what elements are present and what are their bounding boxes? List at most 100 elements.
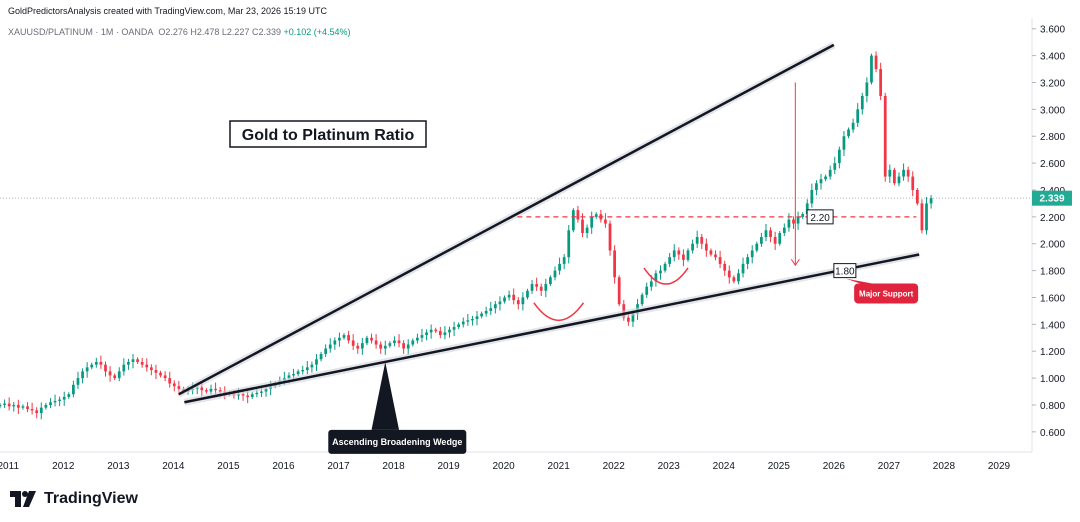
candle-body [44,404,48,408]
candle-body [319,353,323,360]
price-tick-label: 2.200 [1040,213,1065,224]
candle-body [883,95,887,177]
candle-body [902,169,905,177]
candle-body [429,329,433,333]
candle-body [374,340,378,345]
candle-body [310,364,314,368]
candle-body [49,402,52,405]
chart-title: Gold to Platinum Ratio [242,127,415,144]
candle-body [117,371,121,379]
candle-body [571,210,575,231]
candle-body [544,284,548,291]
candle-body [704,243,708,251]
wedge-callout-pointer [371,361,400,430]
candle-body [668,257,672,264]
candle-body [438,331,442,336]
time-tick-label: 2016 [272,461,295,472]
candle-body [16,404,20,408]
candle-body [493,304,497,309]
time-tick-label: 2025 [768,461,791,472]
candle-body [805,203,809,215]
price-tick-label: 0.600 [1040,428,1065,439]
candle-body [379,344,383,349]
candle-body [879,69,883,96]
candle-body [420,335,424,338]
candle-body [787,219,791,228]
candle-body [255,392,259,395]
price-axis[interactable]: 3.6003.4003.2003.0002.8002.6002.4002.200… [1032,25,1065,439]
last-price-tag: 2.339 [1032,190,1072,206]
candle-body [732,277,736,282]
candle-body [521,297,525,305]
candle-body [691,243,694,251]
wedge-callout-label: Ascending Broadening Wedge [332,437,462,447]
candle-body [452,327,456,330]
candle-body [58,399,62,401]
candle-body [549,277,552,285]
candle-body [30,409,34,411]
candle-body [626,317,630,322]
tradingview-logo[interactable]: TradingView [10,490,138,508]
price-tick-label: 1.600 [1040,293,1065,304]
candle-body [870,55,873,83]
candle-body [127,361,130,365]
candle-body [837,149,841,164]
candle-body [915,189,919,204]
candle-body [700,237,704,244]
candle-body [264,388,268,392]
candle-body [512,294,516,301]
symbol-name[interactable]: XAUUSD/PLATINUM · 1M · OANDA [8,27,154,37]
candle-body [801,214,805,217]
candle-body [250,394,254,397]
candle-body [338,337,341,341]
candle-body [85,367,89,372]
candle-body [526,290,529,298]
candle-body [218,390,222,392]
candle-body [631,313,635,322]
price-tick-label: 2.000 [1040,240,1065,251]
level-label-box [833,263,857,279]
candle-body [576,210,580,220]
candle-body [737,273,740,282]
candle-body [792,219,795,224]
time-tick-label: 2019 [437,461,460,472]
candle-body [53,400,57,403]
candle-body [484,310,488,314]
support-callout-box [854,283,919,304]
candle-body [539,286,543,291]
candle-body [608,223,612,251]
symbol-legend: XAUUSD/PLATINUM · 1M · OANDA O2.276 H2.4… [8,27,351,37]
candle-body [815,183,818,190]
wedge-callout-box [328,429,467,454]
level-label-box [806,209,834,225]
candle-body [305,367,309,371]
header-credit: GoldPredictorsAnalysis created with Trad… [8,6,327,16]
candle-body [695,237,699,244]
candle-body [516,300,520,305]
candle-body [90,364,94,368]
time-axis[interactable]: 2011 2012 2013 2014 2015 2016 2017 2018 2019 2020… [0,461,1011,472]
candle-body [402,343,406,349]
time-tick-label: 2014 [162,461,185,472]
candle-body [760,237,763,244]
candle-body [328,344,332,349]
price-tick-label: 2.800 [1040,132,1065,143]
time-tick-label: 2012 [52,461,75,472]
candle-body [246,395,250,397]
candle-body [567,230,571,258]
candle-body [613,250,616,278]
candle-body [388,343,392,346]
candle-body [365,337,369,344]
price-tick-label: 3.600 [1040,25,1065,36]
candle-body [842,136,846,150]
candle-body [209,388,213,392]
candle-body [714,254,717,258]
candle-body [888,169,892,177]
candle-body [906,169,910,177]
drawings: 2.20 1.80 Major Support Ascending Broadenin… [177,41,920,454]
candle-body [553,270,557,278]
wedge-lower-line [184,253,920,404]
candle-body [351,340,355,346]
candle-body [39,407,43,414]
